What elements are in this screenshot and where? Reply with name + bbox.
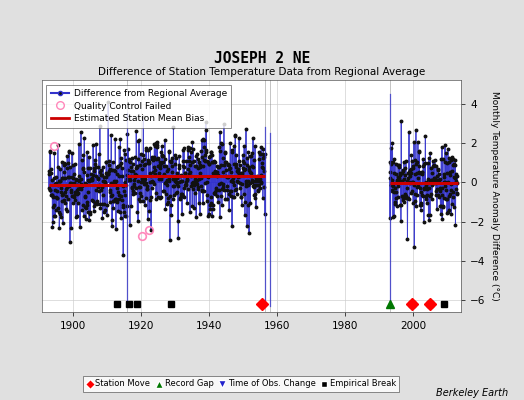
- Y-axis label: Monthly Temperature Anomaly Difference (°C): Monthly Temperature Anomaly Difference (…: [490, 91, 499, 301]
- Text: JOSEPH 2 NE: JOSEPH 2 NE: [214, 51, 310, 66]
- Legend: Station Move, Record Gap, Time of Obs. Change, Empirical Break: Station Move, Record Gap, Time of Obs. C…: [83, 376, 399, 392]
- Text: Berkeley Earth: Berkeley Earth: [436, 388, 508, 398]
- Text: Difference of Station Temperature Data from Regional Average: Difference of Station Temperature Data f…: [99, 67, 425, 77]
- Legend: Difference from Regional Average, Quality Control Failed, Estimated Station Mean: Difference from Regional Average, Qualit…: [47, 84, 231, 128]
